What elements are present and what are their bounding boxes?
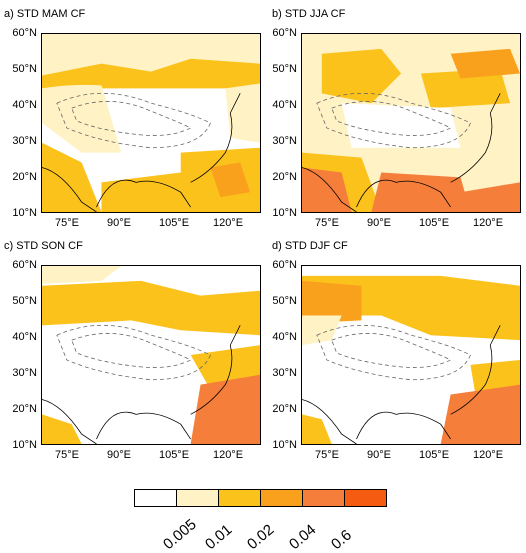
panel-b-title: b) STD JJA CF xyxy=(272,8,346,20)
lon-tick-label: 120°E xyxy=(212,449,244,461)
panel-b-plateau-contour xyxy=(316,92,471,149)
panel-a-shading xyxy=(42,34,260,212)
lat-tick-label: 20°N xyxy=(12,171,37,183)
colorbar-swatch xyxy=(176,489,219,507)
lat-tick-label: 50°N xyxy=(272,295,297,307)
panel-b-shading xyxy=(302,34,520,212)
lon-tick-label: 75°E xyxy=(55,217,79,229)
panel-c-plateau-contour xyxy=(56,324,211,381)
panel-d-shading xyxy=(302,266,520,444)
lon-tick-label: 105°E xyxy=(158,449,190,461)
lat-tick-label: 40°N xyxy=(272,99,297,111)
colorbar-swatch xyxy=(218,489,261,507)
panel-a-coastline xyxy=(42,93,241,212)
panel-c-map xyxy=(41,265,261,445)
lon-tick-label: 120°E xyxy=(472,449,504,461)
lat-tick-label: 60°N xyxy=(272,259,297,271)
lat-tick-label: 30°N xyxy=(272,135,297,147)
panel-d-plateau-contour xyxy=(316,324,471,381)
lat-tick-label: 40°N xyxy=(12,331,37,343)
lon-tick-label: 120°E xyxy=(212,217,244,229)
lat-tick-label: 50°N xyxy=(12,295,37,307)
lon-tick-label: 105°E xyxy=(158,217,190,229)
lat-tick-label: 40°N xyxy=(272,331,297,343)
lon-tick-label: 105°E xyxy=(418,449,450,461)
lat-tick-label: 60°N xyxy=(12,27,37,39)
lat-tick-label: 60°N xyxy=(272,27,297,39)
lon-tick-label: 90°E xyxy=(107,217,131,229)
colorbar-label: 0.005 xyxy=(160,515,200,553)
lat-tick-label: 10°N xyxy=(12,439,37,451)
lat-tick-label: 50°N xyxy=(272,63,297,75)
lat-tick-label: 20°N xyxy=(272,403,297,415)
lon-tick-label: 90°E xyxy=(367,217,391,229)
colorbar-label: 0.04 xyxy=(286,521,320,553)
lon-tick-label: 120°E xyxy=(472,217,504,229)
colorbar-label: 0.02 xyxy=(244,521,278,553)
lat-tick-label: 10°N xyxy=(12,207,37,219)
panel-d-title: d) STD DJF CF xyxy=(272,240,348,252)
lon-tick-label: 90°E xyxy=(367,449,391,461)
panel-c-coastline xyxy=(42,325,241,444)
lat-tick-label: 50°N xyxy=(12,63,37,75)
panel-a-map xyxy=(41,33,261,213)
lon-tick-label: 90°E xyxy=(107,449,131,461)
panel-d-coastline xyxy=(302,325,501,444)
lat-tick-label: 40°N xyxy=(12,99,37,111)
lat-tick-label: 30°N xyxy=(12,367,37,379)
colorbar-label: 0.6 xyxy=(328,526,355,553)
panel-b-coastline xyxy=(302,93,501,212)
panel-b-map xyxy=(301,33,521,213)
lon-tick-label: 75°E xyxy=(315,449,339,461)
lat-tick-label: 30°N xyxy=(12,135,37,147)
lat-tick-label: 20°N xyxy=(272,171,297,183)
lat-tick-label: 60°N xyxy=(12,259,37,271)
lon-tick-label: 75°E xyxy=(315,217,339,229)
colorbar-label: 0.01 xyxy=(202,521,236,553)
colorbar-swatch xyxy=(302,489,345,507)
lon-tick-label: 105°E xyxy=(418,217,450,229)
lon-tick-label: 75°E xyxy=(55,449,79,461)
panel-d-map xyxy=(301,265,521,445)
panel-a-plateau-contour xyxy=(56,92,211,149)
lat-tick-label: 10°N xyxy=(272,439,297,451)
lat-tick-label: 10°N xyxy=(272,207,297,219)
lat-tick-label: 20°N xyxy=(12,403,37,415)
panel-c-title: c) STD SON CF xyxy=(4,240,83,252)
colorbar-swatch xyxy=(344,489,387,507)
panel-c-shading xyxy=(42,266,260,444)
panel-a-title: a) STD MAM CF xyxy=(4,8,86,20)
colorbar-swatch xyxy=(260,489,303,507)
colorbar-swatch xyxy=(134,489,177,507)
lat-tick-label: 30°N xyxy=(272,367,297,379)
